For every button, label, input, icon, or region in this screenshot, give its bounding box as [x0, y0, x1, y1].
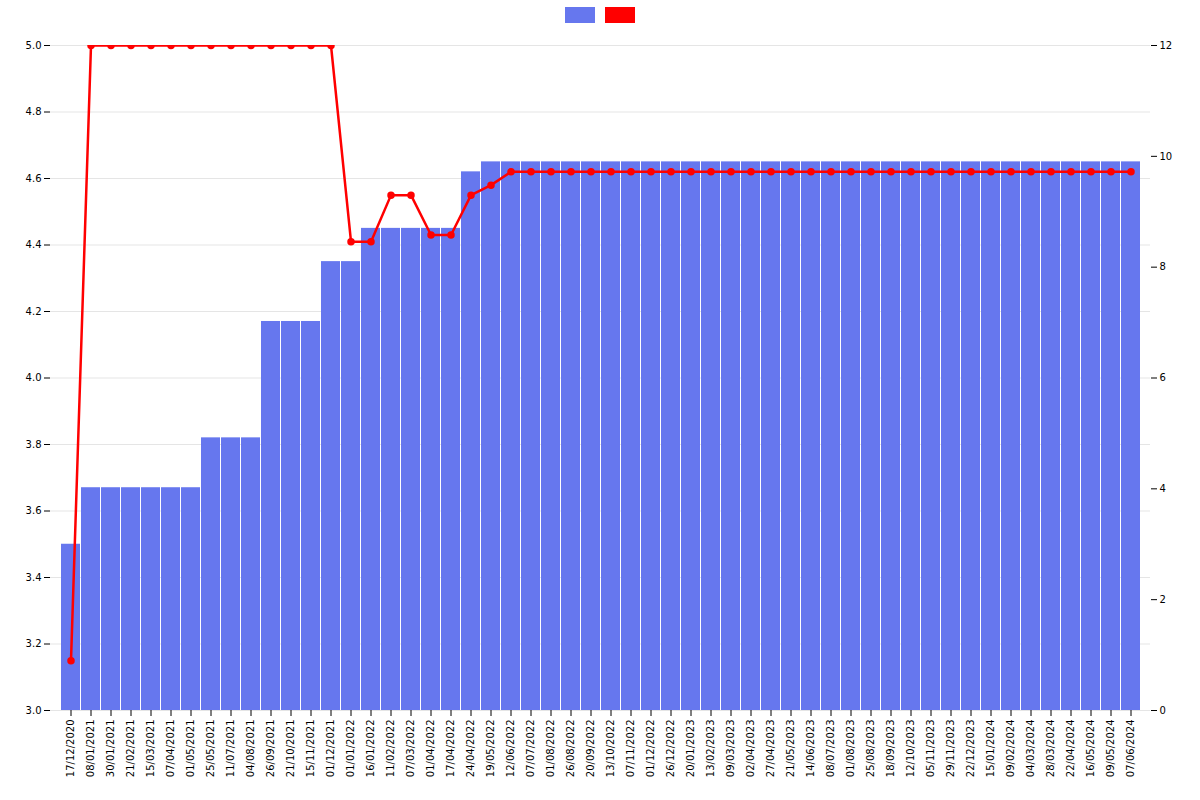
svg-text:8: 8	[1160, 261, 1166, 272]
svg-text:04/08/2021: 04/08/2021	[245, 720, 256, 778]
svg-text:3.8: 3.8	[26, 439, 42, 450]
svg-text:08/01/2021: 08/01/2021	[85, 720, 96, 778]
svg-text:11/02/2022: 11/02/2022	[385, 720, 396, 778]
svg-text:4.6: 4.6	[26, 173, 42, 184]
svg-text:11/07/2021: 11/07/2021	[225, 720, 236, 778]
svg-text:16/05/2024: 16/05/2024	[1085, 720, 1096, 778]
svg-text:15/11/2021: 15/11/2021	[305, 720, 316, 778]
svg-text:17/12/2020: 17/12/2020	[65, 720, 76, 778]
svg-text:13/02/2023: 13/02/2023	[705, 720, 716, 778]
svg-text:3.4: 3.4	[26, 572, 42, 583]
svg-text:09/03/2023: 09/03/2023	[725, 720, 736, 778]
svg-text:0: 0	[1160, 705, 1166, 716]
svg-text:25/08/2023: 25/08/2023	[865, 720, 876, 778]
svg-text:28/03/2024: 28/03/2024	[1045, 720, 1056, 778]
svg-text:01/12/2022: 01/12/2022	[645, 720, 656, 778]
svg-text:07/06/2024: 07/06/2024	[1125, 720, 1136, 778]
svg-text:05/11/2023: 05/11/2023	[925, 720, 936, 778]
svg-text:20/09/2022: 20/09/2022	[585, 720, 596, 778]
svg-text:22/04/2024: 22/04/2024	[1065, 720, 1076, 778]
svg-text:3.0: 3.0	[26, 705, 42, 716]
svg-text:5.0: 5.0	[26, 40, 42, 51]
svg-text:16/01/2022: 16/01/2022	[365, 720, 376, 778]
svg-text:07/03/2022: 07/03/2022	[405, 720, 416, 778]
svg-text:4.4: 4.4	[26, 239, 42, 250]
svg-text:01/08/2023: 01/08/2023	[845, 720, 856, 778]
svg-text:08/07/2023: 08/07/2023	[825, 720, 836, 778]
svg-text:24/04/2022: 24/04/2022	[465, 720, 476, 778]
svg-text:21/05/2023: 21/05/2023	[785, 720, 796, 778]
svg-text:12: 12	[1160, 40, 1173, 51]
svg-text:09/05/2024: 09/05/2024	[1105, 720, 1116, 778]
svg-text:3.6: 3.6	[26, 505, 42, 516]
svg-text:26/08/2022: 26/08/2022	[565, 720, 576, 778]
svg-text:29/11/2023: 29/11/2023	[945, 720, 956, 778]
svg-text:07/07/2022: 07/07/2022	[525, 720, 536, 778]
svg-text:01/04/2022: 01/04/2022	[425, 720, 436, 778]
svg-text:22/12/2023: 22/12/2023	[965, 720, 976, 778]
svg-text:4.0: 4.0	[26, 372, 42, 383]
svg-text:14/06/2023: 14/06/2023	[805, 720, 816, 778]
svg-text:27/04/2023: 27/04/2023	[765, 720, 776, 778]
svg-text:19/05/2022: 19/05/2022	[485, 720, 496, 778]
svg-text:01/01/2022: 01/01/2022	[345, 720, 356, 778]
svg-text:3.2: 3.2	[26, 638, 42, 649]
svg-text:6: 6	[1160, 372, 1166, 383]
svg-text:13/10/2022: 13/10/2022	[605, 720, 616, 778]
svg-text:10: 10	[1160, 151, 1173, 162]
svg-text:30/01/2021: 30/01/2021	[105, 720, 116, 778]
svg-text:01/05/2021: 01/05/2021	[185, 720, 196, 778]
svg-text:07/11/2022: 07/11/2022	[625, 720, 636, 778]
svg-text:26/09/2021: 26/09/2021	[265, 720, 276, 778]
svg-text:01/12/2021: 01/12/2021	[325, 720, 336, 778]
svg-text:15/03/2021: 15/03/2021	[145, 720, 156, 778]
svg-text:20/01/2023: 20/01/2023	[685, 720, 696, 778]
svg-text:4.8: 4.8	[26, 106, 42, 117]
svg-text:07/04/2021: 07/04/2021	[165, 720, 176, 778]
svg-text:4.2: 4.2	[26, 306, 42, 317]
svg-text:18/09/2023: 18/09/2023	[885, 720, 896, 778]
svg-text:25/05/2021: 25/05/2021	[205, 720, 216, 778]
svg-text:21/02/2021: 21/02/2021	[125, 720, 136, 778]
svg-text:17/04/2022: 17/04/2022	[445, 720, 456, 778]
svg-text:02/04/2023: 02/04/2023	[745, 720, 756, 778]
svg-text:09/02/2024: 09/02/2024	[1005, 720, 1016, 778]
svg-text:26/12/2022: 26/12/2022	[665, 720, 676, 778]
svg-text:15/01/2024: 15/01/2024	[985, 720, 996, 778]
svg-text:12/06/2022: 12/06/2022	[505, 720, 516, 778]
svg-text:2: 2	[1160, 594, 1166, 605]
svg-text:4: 4	[1160, 483, 1166, 494]
svg-text:01/08/2022: 01/08/2022	[545, 720, 556, 778]
svg-text:12/10/2023: 12/10/2023	[905, 720, 916, 778]
svg-text:21/10/2021: 21/10/2021	[285, 720, 296, 778]
svg-text:04/03/2024: 04/03/2024	[1025, 720, 1036, 778]
